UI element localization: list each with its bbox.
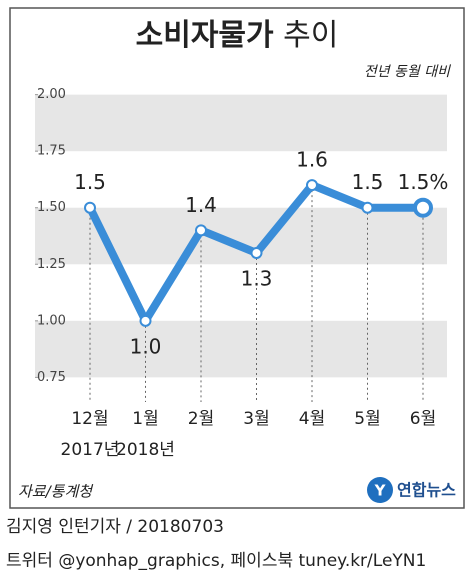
y-tick-label: 0.75 [37, 370, 66, 385]
logo-mark [367, 477, 393, 503]
x-tick-label: 1월 [132, 409, 158, 429]
y-tick-label: 1.50 [37, 200, 66, 215]
point [361, 201, 374, 214]
value-label: 1.6 [296, 148, 328, 172]
value-label: 1.4 [185, 193, 217, 217]
y-tick-label: 1.75 [37, 144, 66, 159]
value-label: 1.0 [130, 334, 162, 358]
x-tick-label: 5월 [354, 409, 380, 429]
point [306, 179, 318, 192]
point [84, 201, 96, 214]
x-tick-year: 2017년 [61, 440, 120, 460]
logo-text: 연합뉴스 [397, 481, 456, 500]
source: 자료/통계청 [18, 483, 94, 501]
x-tick-label: 6월 [410, 409, 436, 429]
band [35, 320, 447, 378]
title-rest: 추이 [283, 18, 338, 53]
band [35, 94, 447, 152]
x-tick-label: 12월 [71, 409, 108, 429]
x-tick-label: 4월 [299, 409, 325, 429]
point [195, 224, 207, 237]
logo-letter: Y [374, 482, 387, 500]
chart-title: 소비자물가 추이 [136, 18, 339, 53]
plot: 0.75 1.00 1.25 1.50 1.75 2.00 1.5 1.0 1.4 1.3 1.6 1… [35, 87, 448, 460]
y-tick-label: 1.25 [37, 257, 66, 272]
point [413, 197, 433, 218]
x-tick-label: 3월 [243, 409, 269, 429]
value-label: 1.5 [352, 170, 384, 194]
y-tick-label: 1.00 [37, 313, 66, 328]
y-tick-label: 2.00 [37, 87, 66, 102]
point [139, 314, 152, 327]
credit: 트위터 @yonhap_graphics, 페이스북 tuney.kr/LeYN… [6, 551, 426, 571]
title-main: 소비자물가 [136, 18, 274, 53]
x-tick-year: 2018년 [116, 440, 175, 460]
x-tick-label: 2월 [188, 409, 214, 429]
subtitle: 전년 동월 대비 [364, 64, 451, 80]
credit: 김지영 인턴기자 / 20180703 [6, 517, 224, 537]
value-label: 1.5% [398, 170, 449, 194]
value-label: 1.3 [241, 266, 273, 290]
value-label: 1.5 [74, 170, 106, 194]
point [250, 246, 263, 259]
frame [9, 7, 465, 509]
